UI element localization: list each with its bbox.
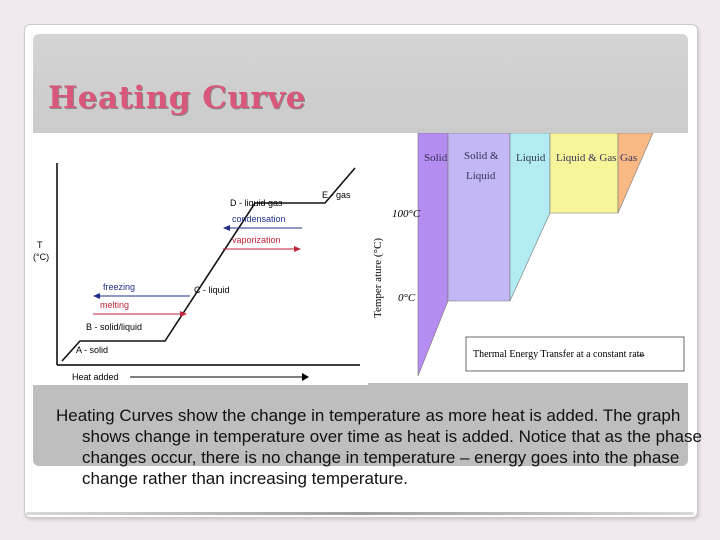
bottom-divider (26, 512, 694, 515)
vaporization-arrowhead (294, 246, 301, 252)
x-axis-label-box (465, 336, 685, 372)
region-solid (417, 133, 449, 377)
point-a-label: A - solid (76, 345, 108, 355)
condensation-label: condensation (232, 214, 286, 224)
point-b-label: B - solid/liquid (86, 322, 142, 332)
heating-curve-line (61, 167, 356, 362)
heat-added-arrowhead (302, 373, 309, 381)
region-gas (617, 133, 654, 214)
tick-label-100: 100°C (392, 208, 421, 220)
region-label-gas: Gas (620, 152, 637, 164)
slide-caption: Heating Curves show the change in temper… (56, 406, 702, 488)
region-liquid-gas (549, 133, 619, 214)
x-axis-label: Heat added (72, 372, 119, 382)
y-axis-label: Temper ature (°C) (372, 238, 384, 318)
heating-curve-diagram: T (°C) Heat added A - solid B - solid/li… (30, 133, 368, 385)
slide-title: Heating Curve (48, 80, 306, 116)
y-axis-label-t: T (37, 240, 43, 250)
x-axis-arrow: → (636, 348, 647, 360)
point-e-label: E - gas (322, 190, 351, 200)
melting-arrowhead (180, 311, 187, 317)
freezing-arrowhead (93, 293, 100, 299)
phase-region-chart: Solid Solid & Liquid Liquid Liquid & Gas… (368, 133, 688, 383)
region-label-solid-liquid-2: Liquid (466, 170, 496, 182)
melting-label: melting (100, 300, 129, 310)
point-c-label: C - liquid (194, 285, 230, 295)
x-axis-label: Thermal Energy Transfer at a constant ra… (473, 349, 644, 360)
condensation-arrowhead (223, 225, 230, 231)
region-label-solid-liquid-1: Solid & (464, 150, 499, 162)
freezing-label: freezing (103, 282, 135, 292)
region-label-liquid: Liquid (516, 152, 546, 164)
y-axis-label-unit: (°C) (33, 252, 49, 262)
point-d-label: D - liquid gas (230, 198, 283, 208)
region-label-solid: Solid (424, 152, 448, 164)
vaporization-label: vaporization (232, 235, 281, 245)
region-label-liquid-gas: Liquid & Gas (556, 152, 617, 164)
tick-label-0: 0°C (398, 292, 416, 304)
